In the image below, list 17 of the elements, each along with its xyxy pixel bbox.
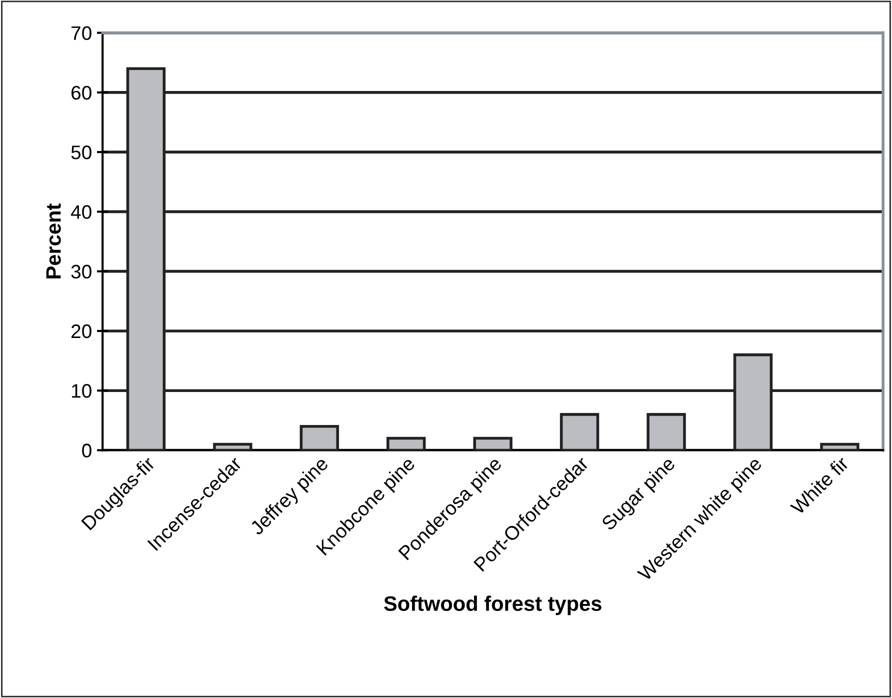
bar bbox=[300, 424, 339, 450]
y-tick-label: 10 bbox=[72, 384, 92, 398]
bar bbox=[560, 413, 600, 450]
x-axis-title: Softwood forest types bbox=[384, 596, 602, 616]
bar bbox=[820, 442, 860, 450]
y-tick-label: 60 bbox=[72, 86, 92, 100]
y-tick-label: 0 bbox=[82, 444, 92, 458]
y-tick-label: 40 bbox=[70, 205, 92, 219]
y-tick-label: 70 bbox=[72, 26, 92, 40]
bar bbox=[386, 436, 426, 450]
y-tick-label: 30 bbox=[71, 264, 92, 279]
bar bbox=[646, 413, 686, 450]
y-tick-label: 50 bbox=[71, 146, 92, 160]
bar bbox=[213, 442, 252, 450]
y-axis-title: Percent bbox=[46, 204, 61, 278]
bar bbox=[473, 436, 512, 450]
y-tick-label: 20 bbox=[72, 324, 92, 338]
